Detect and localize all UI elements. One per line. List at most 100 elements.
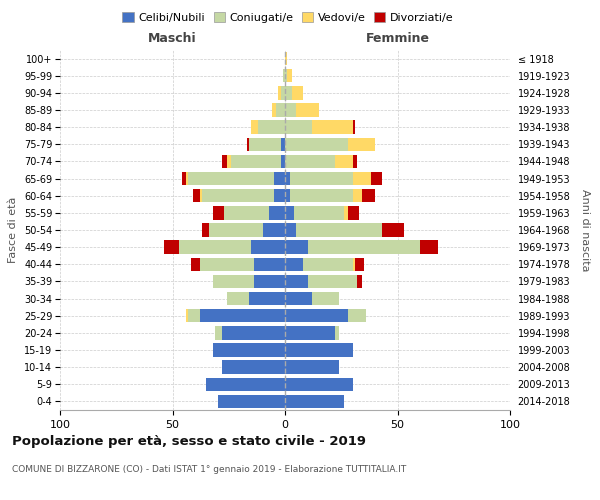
Bar bbox=[285, 258, 303, 271]
Bar bbox=[263, 224, 285, 236]
Bar bbox=[371, 172, 382, 186]
Bar bbox=[163, 240, 179, 254]
Bar bbox=[247, 138, 249, 151]
Legend: Celibi/Nubili, Coniugati/e, Vedovi/e, Divorziati/e: Celibi/Nubili, Coniugati/e, Vedovi/e, Di… bbox=[118, 8, 458, 28]
Bar bbox=[285, 86, 292, 100]
Bar bbox=[186, 309, 188, 322]
Bar bbox=[348, 206, 359, 220]
Bar bbox=[296, 224, 382, 236]
Bar bbox=[251, 120, 258, 134]
Bar bbox=[276, 104, 285, 117]
Text: Femmine: Femmine bbox=[365, 32, 430, 45]
Bar bbox=[281, 138, 285, 151]
Bar bbox=[357, 274, 361, 288]
Bar bbox=[285, 154, 335, 168]
Text: COMUNE DI BIZZARONE (CO) - Dati ISTAT 1° gennaio 2019 - Elaborazione TUTTITALIA.: COMUNE DI BIZZARONE (CO) - Dati ISTAT 1°… bbox=[12, 465, 406, 474]
Bar bbox=[353, 172, 371, 186]
Bar bbox=[382, 224, 404, 236]
Bar bbox=[199, 258, 254, 271]
Bar bbox=[285, 292, 312, 306]
Y-axis label: Anni di nascita: Anni di nascita bbox=[580, 188, 590, 271]
Bar bbox=[213, 274, 254, 288]
Bar bbox=[199, 309, 285, 322]
Bar bbox=[294, 206, 343, 220]
Bar bbox=[224, 206, 269, 220]
Bar bbox=[353, 120, 355, 134]
Bar bbox=[206, 378, 285, 391]
Bar bbox=[285, 344, 353, 356]
Bar bbox=[249, 138, 281, 151]
Bar bbox=[285, 326, 335, 340]
Bar bbox=[188, 309, 199, 322]
Bar bbox=[353, 258, 355, 271]
Bar bbox=[285, 69, 287, 82]
Bar bbox=[281, 86, 285, 100]
Bar bbox=[258, 120, 285, 134]
Text: Popolazione per età, sesso e stato civile - 2019: Popolazione per età, sesso e stato civil… bbox=[12, 435, 366, 448]
Bar bbox=[292, 86, 303, 100]
Bar bbox=[285, 240, 308, 254]
Bar bbox=[290, 172, 353, 186]
Bar bbox=[285, 138, 348, 151]
Bar bbox=[251, 240, 285, 254]
Bar bbox=[199, 189, 202, 202]
Bar bbox=[312, 120, 353, 134]
Bar bbox=[353, 154, 357, 168]
Bar bbox=[281, 154, 285, 168]
Bar bbox=[202, 224, 209, 236]
Bar bbox=[335, 326, 339, 340]
Bar bbox=[231, 154, 281, 168]
Bar bbox=[213, 344, 285, 356]
Bar bbox=[420, 240, 438, 254]
Bar bbox=[222, 326, 285, 340]
Bar bbox=[285, 394, 343, 408]
Bar bbox=[285, 360, 339, 374]
Bar bbox=[191, 258, 199, 271]
Bar bbox=[361, 189, 375, 202]
Y-axis label: Fasce di età: Fasce di età bbox=[8, 197, 19, 263]
Bar bbox=[222, 154, 227, 168]
Bar bbox=[269, 206, 285, 220]
Bar bbox=[218, 394, 285, 408]
Bar bbox=[343, 206, 348, 220]
Bar bbox=[285, 104, 296, 117]
Bar bbox=[285, 378, 353, 391]
Bar bbox=[227, 154, 231, 168]
Bar bbox=[285, 52, 287, 66]
Bar bbox=[254, 258, 285, 271]
Bar bbox=[202, 189, 274, 202]
Bar bbox=[188, 172, 274, 186]
Text: Maschi: Maschi bbox=[148, 32, 197, 45]
Bar bbox=[209, 224, 263, 236]
Bar bbox=[285, 172, 290, 186]
Bar bbox=[285, 224, 296, 236]
Bar bbox=[213, 206, 224, 220]
Bar bbox=[303, 258, 353, 271]
Bar bbox=[182, 172, 186, 186]
Bar bbox=[285, 206, 294, 220]
Bar bbox=[278, 86, 281, 100]
Bar bbox=[274, 172, 285, 186]
Bar bbox=[249, 292, 285, 306]
Bar bbox=[283, 69, 285, 82]
Bar bbox=[312, 292, 339, 306]
Bar bbox=[254, 274, 285, 288]
Bar bbox=[193, 189, 199, 202]
Bar bbox=[296, 104, 319, 117]
Bar bbox=[353, 189, 361, 202]
Bar bbox=[186, 172, 188, 186]
Bar bbox=[287, 69, 292, 82]
Bar bbox=[274, 189, 285, 202]
Bar bbox=[285, 189, 290, 202]
Bar bbox=[179, 240, 251, 254]
Bar bbox=[271, 104, 276, 117]
Bar bbox=[285, 274, 308, 288]
Bar bbox=[348, 138, 375, 151]
Bar bbox=[285, 309, 348, 322]
Bar bbox=[308, 274, 357, 288]
Bar bbox=[355, 258, 364, 271]
Bar bbox=[348, 309, 366, 322]
Bar bbox=[222, 360, 285, 374]
Bar bbox=[215, 326, 222, 340]
Bar bbox=[335, 154, 353, 168]
